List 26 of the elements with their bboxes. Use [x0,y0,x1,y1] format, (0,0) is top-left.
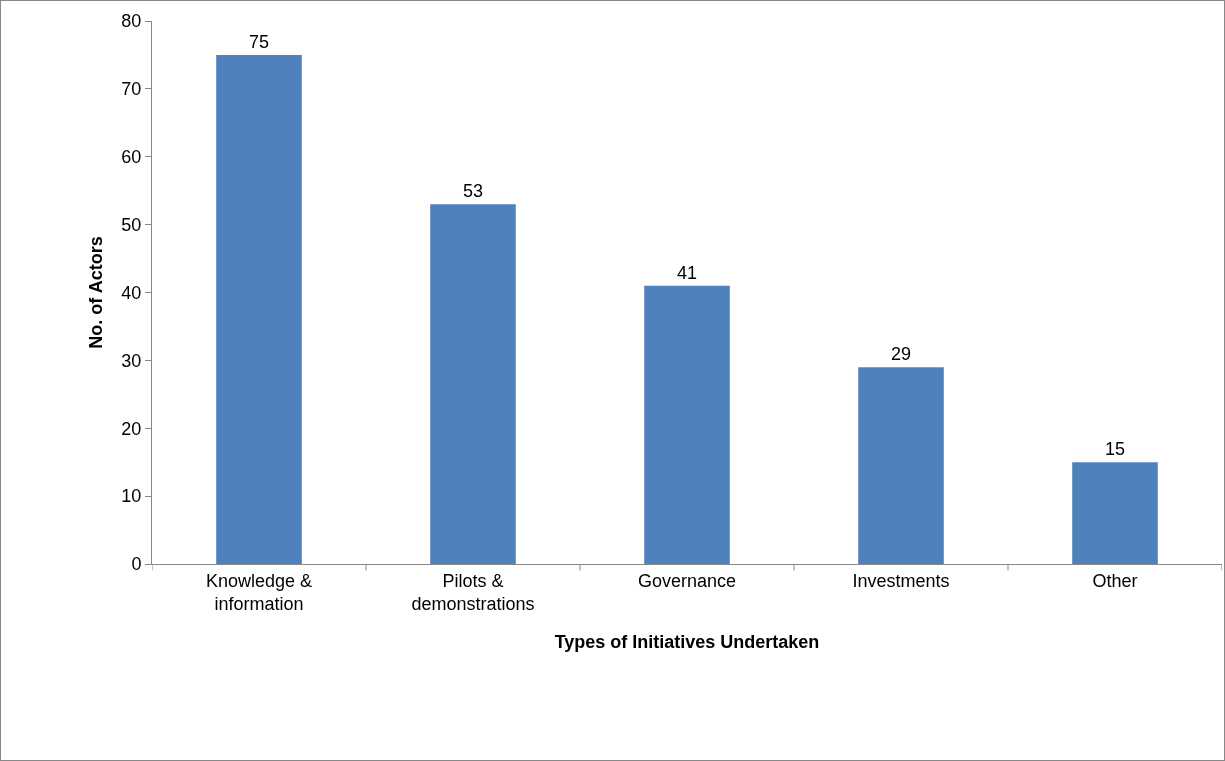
x-tick-label: Pilots & demonstrations [411,570,535,614]
y-tick-label: 10 [121,486,142,507]
y-axis-title: No. of Actors [85,236,106,349]
data-label: 15 [1104,439,1126,460]
x-tick-label: Knowledge & information [205,570,313,614]
data-label: 53 [462,181,484,202]
y-tick-label: 60 [121,147,142,168]
x-tick-label: Governance [637,570,737,591]
x-tick-label: Other [1092,570,1138,591]
x-axis-title: Types of Initiatives Undertaken [554,632,820,653]
y-tick-label: 50 [121,214,142,235]
data-label: 29 [890,344,912,365]
y-tick-label: 80 [121,11,142,32]
y-tick-label: 0 [131,554,142,575]
data-label: 41 [676,262,698,283]
y-tick-label: 40 [121,282,142,303]
x-tick-label: Investments [852,570,950,591]
bar [1072,462,1158,564]
bar [644,285,730,564]
y-tick-label: 70 [121,79,142,100]
bar [430,204,516,564]
bar [858,367,944,564]
y-tick-label: 20 [121,418,142,439]
bar [216,54,302,564]
data-label: 75 [248,31,270,52]
y-tick-label: 30 [121,350,142,371]
